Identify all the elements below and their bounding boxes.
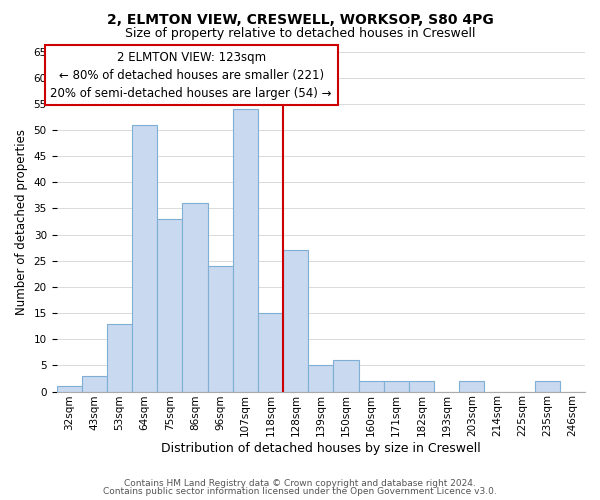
Bar [535, 381, 560, 392]
Text: 2 ELMTON VIEW: 123sqm
← 80% of detached houses are smaller (221)
20% of semi-det: 2 ELMTON VIEW: 123sqm ← 80% of detached … [50, 50, 332, 100]
Bar [359, 381, 383, 392]
Bar [208, 266, 233, 392]
Text: Contains public sector information licensed under the Open Government Licence v3: Contains public sector information licen… [103, 487, 497, 496]
Bar [107, 324, 132, 392]
Bar [459, 381, 484, 392]
Bar [334, 360, 359, 392]
Bar [182, 203, 208, 392]
Bar [56, 386, 82, 392]
Bar [308, 366, 334, 392]
Bar [283, 250, 308, 392]
Bar [82, 376, 107, 392]
Text: Contains HM Land Registry data © Crown copyright and database right 2024.: Contains HM Land Registry data © Crown c… [124, 478, 476, 488]
Bar [233, 109, 258, 392]
Bar [383, 381, 409, 392]
Bar [258, 313, 283, 392]
Text: 2, ELMTON VIEW, CRESWELL, WORKSOP, S80 4PG: 2, ELMTON VIEW, CRESWELL, WORKSOP, S80 4… [107, 12, 493, 26]
Y-axis label: Number of detached properties: Number of detached properties [15, 128, 28, 314]
Bar [409, 381, 434, 392]
Bar [157, 219, 182, 392]
Bar [132, 124, 157, 392]
X-axis label: Distribution of detached houses by size in Creswell: Distribution of detached houses by size … [161, 442, 481, 455]
Text: Size of property relative to detached houses in Creswell: Size of property relative to detached ho… [125, 28, 475, 40]
